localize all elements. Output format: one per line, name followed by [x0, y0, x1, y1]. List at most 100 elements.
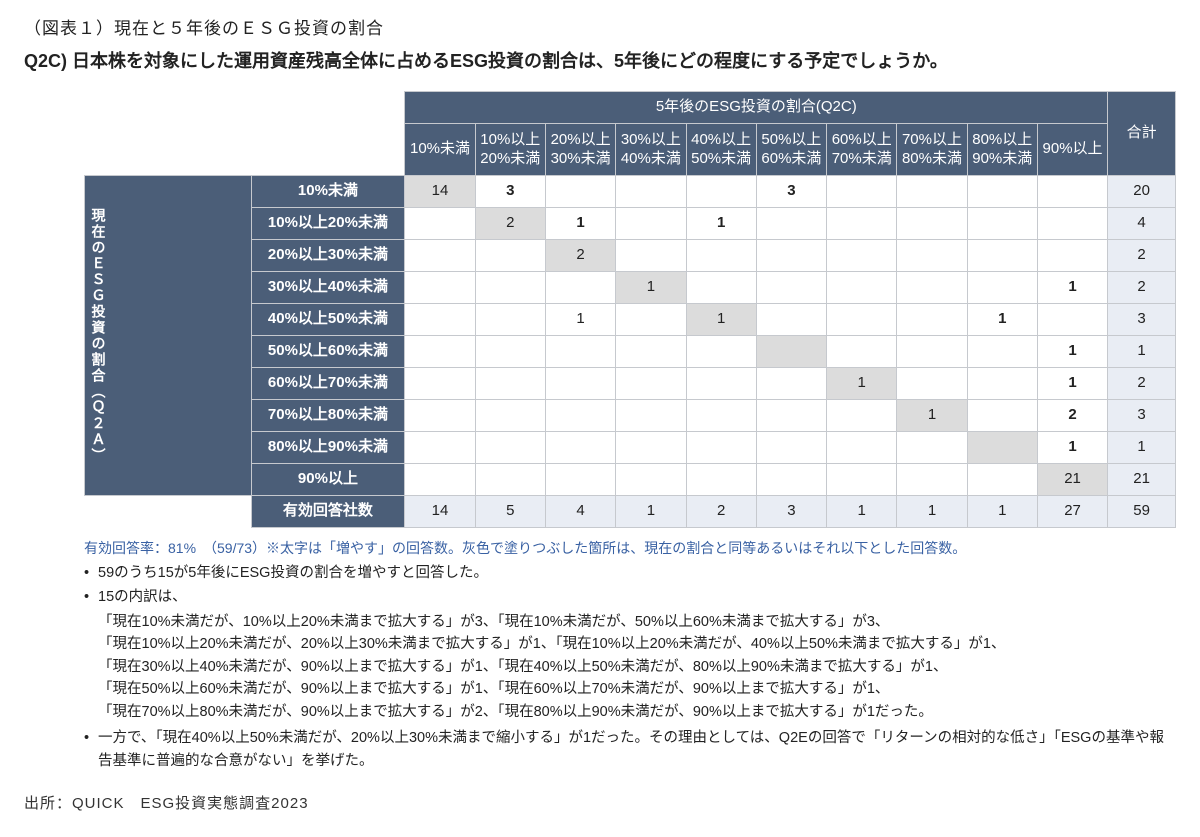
- data-cell: [616, 240, 686, 272]
- data-cell: [827, 272, 897, 304]
- row-header: 90%以上: [251, 464, 405, 496]
- row-total: 2: [1108, 240, 1176, 272]
- col-header: 50%以上 60%未満: [756, 124, 826, 176]
- data-cell: [967, 272, 1037, 304]
- data-cell: [897, 336, 967, 368]
- data-cell: [545, 272, 615, 304]
- table-footer-row: 有効回答社数14541231112759: [85, 496, 1176, 528]
- data-cell: [405, 240, 475, 272]
- row-total: 1: [1108, 336, 1176, 368]
- col-header: 60%以上 70%未満: [827, 124, 897, 176]
- data-cell: [545, 400, 615, 432]
- data-cell: [756, 368, 826, 400]
- grand-total: 59: [1108, 496, 1176, 528]
- data-cell: 1: [897, 400, 967, 432]
- data-cell: [545, 336, 615, 368]
- notes-list: 59のうち15が5年後にESG投資の割合を増やすと回答した。 15の内訳は、: [84, 562, 1176, 609]
- data-cell: 1: [827, 368, 897, 400]
- data-cell: [897, 432, 967, 464]
- row-header: 70%以上80%未満: [251, 400, 405, 432]
- data-cell: [827, 304, 897, 336]
- data-cell: [616, 336, 686, 368]
- row-total: 2: [1108, 272, 1176, 304]
- data-cell: [686, 464, 756, 496]
- data-cell: [967, 464, 1037, 496]
- data-cell: [616, 464, 686, 496]
- data-cell: [686, 368, 756, 400]
- col-total: 1: [616, 496, 686, 528]
- data-cell: [616, 176, 686, 208]
- data-cell: [616, 432, 686, 464]
- data-cell: [405, 272, 475, 304]
- data-cell: [827, 336, 897, 368]
- data-cell: [686, 400, 756, 432]
- note-breakdown-line: 「現在50%以上60%未満だが、90%以上まで拡大する」が1、「現在60%以上7…: [98, 678, 1176, 700]
- data-cell: 2: [475, 208, 545, 240]
- row-header: 30%以上40%未満: [251, 272, 405, 304]
- data-cell: [967, 176, 1037, 208]
- row-header: 10%未満: [251, 176, 405, 208]
- page: （図表１）現在と５年後のＥＳＧ投資の割合 Q2C) 日本株を対象にした運用資産残…: [0, 0, 1200, 837]
- data-cell: [686, 432, 756, 464]
- row-header: 40%以上50%未満: [251, 304, 405, 336]
- col-header: 30%以上 40%未満: [616, 124, 686, 176]
- data-cell: [1037, 208, 1107, 240]
- data-cell: [967, 432, 1037, 464]
- notes-list: 一方で、「現在40%以上50%未満だが、20%以上30%未満まで縮小する」が1だ…: [84, 727, 1176, 772]
- col-total: 4: [545, 496, 615, 528]
- data-cell: 14: [405, 176, 475, 208]
- data-cell: [967, 240, 1037, 272]
- row-total: 1: [1108, 432, 1176, 464]
- data-cell: [616, 208, 686, 240]
- col-header: 20%以上 30%未満: [545, 124, 615, 176]
- data-cell: [545, 176, 615, 208]
- data-cell: 1: [686, 304, 756, 336]
- row-total: 3: [1108, 304, 1176, 336]
- question-text: Q2C) 日本株を対象にした運用資産残高全体に占めるESG投資の割合は、5年後に…: [24, 47, 1176, 73]
- response-rate-note: 有効回答率：81% （59/73）※太字は「増やす」の回答数。灰色で塗りつぶした…: [84, 538, 1176, 558]
- data-cell: [475, 368, 545, 400]
- data-cell: [686, 240, 756, 272]
- data-cell: 3: [475, 176, 545, 208]
- row-total: 21: [1108, 464, 1176, 496]
- data-cell: [475, 240, 545, 272]
- col-total: 27: [1037, 496, 1107, 528]
- data-cell: [827, 464, 897, 496]
- data-cell: [405, 400, 475, 432]
- data-cell: [827, 400, 897, 432]
- col-total: 5: [475, 496, 545, 528]
- row-header: 50%以上60%未満: [251, 336, 405, 368]
- data-cell: [545, 464, 615, 496]
- col-total: 14: [405, 496, 475, 528]
- data-cell: [756, 272, 826, 304]
- data-cell: [405, 464, 475, 496]
- data-cell: [616, 400, 686, 432]
- data-cell: [475, 464, 545, 496]
- data-cell: 1: [1037, 432, 1107, 464]
- data-cell: [616, 368, 686, 400]
- table-row: 現在のＥＳＧ投資の割合（Ｑ２Ａ）10%未満143320: [85, 176, 1176, 208]
- data-cell: [1037, 176, 1107, 208]
- data-cell: [756, 336, 826, 368]
- data-cell: [475, 304, 545, 336]
- data-cell: [405, 368, 475, 400]
- data-cell: [756, 400, 826, 432]
- data-cell: [686, 176, 756, 208]
- data-cell: 1: [1037, 272, 1107, 304]
- data-cell: 1: [616, 272, 686, 304]
- row-header: 60%以上70%未満: [251, 368, 405, 400]
- left-banner: 現在のＥＳＧ投資の割合（Ｑ２Ａ）: [85, 176, 252, 496]
- data-cell: [686, 272, 756, 304]
- data-cell: [686, 336, 756, 368]
- note-item: 15の内訳は、: [84, 586, 1176, 608]
- note-item: 59のうち15が5年後にESG投資の割合を増やすと回答した。: [84, 562, 1176, 584]
- data-cell: 21: [1037, 464, 1107, 496]
- top-banner: 5年後のESG投資の割合(Q2C): [405, 92, 1108, 124]
- col-total: 1: [897, 496, 967, 528]
- col-header: 80%以上 90%未満: [967, 124, 1037, 176]
- data-cell: 3: [756, 176, 826, 208]
- data-cell: [475, 272, 545, 304]
- data-cell: 1: [1037, 336, 1107, 368]
- col-total: 2: [686, 496, 756, 528]
- data-cell: [897, 304, 967, 336]
